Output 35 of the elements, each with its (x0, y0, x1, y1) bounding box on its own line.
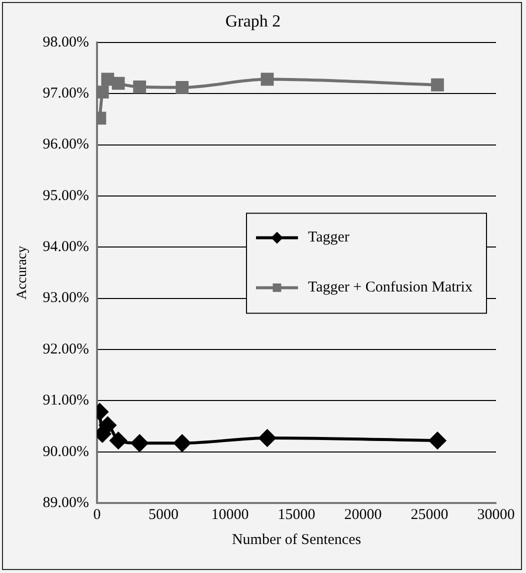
x-axis-title: Number of Sentences (232, 532, 362, 548)
y-tick-label: 91.00% (42, 392, 90, 409)
y-tick-label: 96.00% (42, 136, 90, 153)
y-tick-label: 97.00% (42, 86, 90, 102)
legend-label: Tagger (308, 230, 350, 246)
x-tick-label: 30000 (477, 506, 515, 523)
point (260, 72, 274, 86)
point (131, 434, 148, 452)
y-tick-label: 95.00% (42, 188, 90, 204)
y-tick-label: 89.00% (42, 494, 90, 511)
point (174, 434, 191, 452)
point (431, 78, 444, 92)
point (176, 80, 189, 94)
point (112, 76, 125, 90)
point (258, 430, 276, 447)
x-tick-label: 0 (93, 506, 101, 523)
y-tick-label: 90.00% (42, 444, 90, 460)
point (133, 80, 146, 94)
y-tick-label: 93.00% (42, 290, 90, 306)
legend-label: Tagger + Confusion Matrix (308, 280, 473, 296)
x-tick-label: 20000 (344, 506, 382, 523)
y-tick-label: 98.00% (42, 34, 90, 50)
x-tick-label: 25000 (410, 506, 448, 523)
y-tick-label: 92.00% (42, 341, 90, 358)
point (101, 72, 114, 86)
y-tick-label: 94.00% (42, 239, 90, 256)
y-axis-title: Accuracy (15, 246, 30, 300)
point (428, 432, 446, 450)
chart-title: Graph 2 (225, 12, 281, 31)
x-tick-label: 10000 (211, 506, 249, 523)
x-tick-label: 5000 (148, 506, 179, 523)
x-tick-label: 15000 (278, 506, 316, 523)
point (99, 416, 116, 434)
point (110, 432, 127, 450)
point (97, 86, 109, 98)
